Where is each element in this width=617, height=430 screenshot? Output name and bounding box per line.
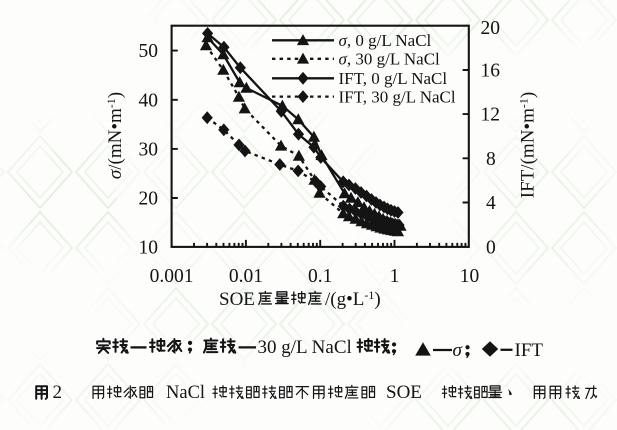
svg-text:30: 30 [139, 140, 159, 161]
svg-text:10: 10 [139, 238, 159, 259]
svg-text:2: 2 [53, 382, 63, 403]
svg-text:σ/(mN•m-1): σ/(mN•m-1) [104, 92, 126, 179]
svg-text:30 g/L NaCl: 30 g/L NaCl [258, 337, 352, 358]
svg-text:IFT/(mN•m-1): IFT/(mN•m-1) [517, 92, 539, 198]
svg-text:16: 16 [481, 61, 501, 82]
svg-text:0: 0 [486, 238, 496, 259]
svg-text:σ, 0 g/L NaCl: σ, 0 g/L NaCl [339, 31, 432, 50]
svg-text:SOE: SOE [386, 382, 422, 403]
svg-text:IFT, 0 g/L NaCl: IFT, 0 g/L NaCl [339, 69, 448, 88]
svg-text:0.1: 0.1 [308, 266, 332, 287]
svg-text:4: 4 [486, 193, 496, 214]
svg-text:σ: σ [453, 340, 463, 361]
svg-text:NaCl: NaCl [166, 383, 205, 403]
svg-text:12: 12 [481, 105, 501, 126]
svg-text:0.001: 0.001 [150, 266, 194, 287]
svg-text:0.01: 0.01 [229, 266, 263, 287]
svg-text:10: 10 [460, 266, 480, 287]
svg-text:50: 50 [139, 41, 159, 62]
svg-text:1: 1 [390, 266, 400, 287]
svg-text:SOE: SOE [219, 289, 255, 310]
svg-text:IFT, 30 g/L NaCl: IFT, 30 g/L NaCl [339, 87, 456, 106]
svg-text:IFT: IFT [515, 340, 544, 361]
svg-text:8: 8 [486, 149, 496, 170]
svg-text:σ, 30 g/L NaCl: σ, 30 g/L NaCl [339, 50, 441, 69]
svg-text:20: 20 [139, 189, 159, 210]
svg-text:40: 40 [139, 90, 159, 111]
svg-text:20: 20 [481, 18, 501, 39]
